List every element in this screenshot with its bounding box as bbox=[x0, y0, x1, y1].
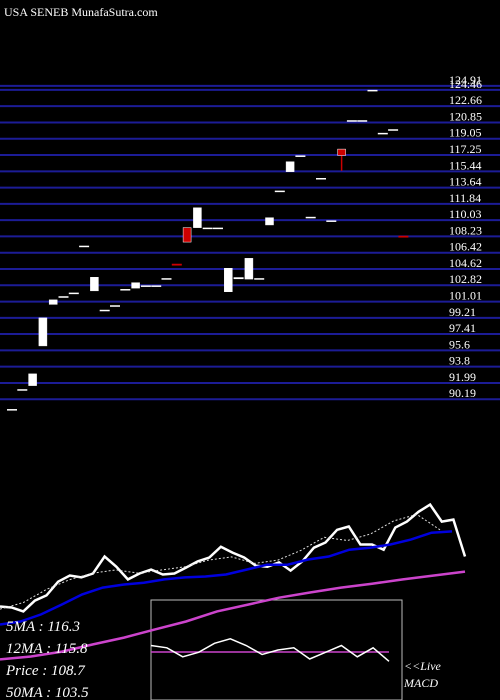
candle-body bbox=[7, 409, 17, 411]
candle-body bbox=[244, 258, 254, 280]
y-tick-label: 91.99 bbox=[449, 370, 476, 384]
candle-body bbox=[295, 155, 306, 157]
candle-body bbox=[398, 235, 409, 238]
indicator-label: 5MA : 116.3 bbox=[6, 619, 80, 635]
candle-body bbox=[326, 220, 337, 222]
y-tick-label: 90.19 bbox=[449, 386, 476, 400]
candle-body bbox=[131, 282, 140, 289]
candle-body bbox=[90, 277, 99, 292]
candle-body bbox=[193, 207, 202, 228]
candle-body bbox=[68, 292, 79, 295]
candle-body bbox=[140, 285, 151, 287]
macd-label: MACD bbox=[403, 676, 438, 690]
candle-body bbox=[357, 120, 368, 122]
candle-body bbox=[213, 227, 223, 230]
candle-body bbox=[120, 289, 131, 291]
y-tick-label: 117.25 bbox=[449, 142, 482, 156]
indicator-line bbox=[0, 570, 466, 661]
y-tick-label: 122.66 bbox=[449, 93, 482, 107]
y-tick-label: 111.84 bbox=[449, 191, 481, 205]
candle-body bbox=[285, 161, 295, 172]
y-tick-label: 97.41 bbox=[449, 321, 476, 335]
candle-body bbox=[79, 245, 90, 248]
y-tick-label: 99.21 bbox=[449, 305, 476, 319]
y-tick-label: 124.91 bbox=[449, 73, 482, 87]
candle-body bbox=[367, 89, 378, 92]
candle-body bbox=[161, 278, 172, 280]
candle-body bbox=[48, 299, 58, 305]
macd-live: <<Live bbox=[404, 659, 442, 673]
candle-body bbox=[346, 120, 357, 122]
y-tick-label: 101.01 bbox=[449, 289, 482, 303]
indicator-label: 50MA : 103.5 bbox=[6, 685, 89, 700]
candle-body bbox=[182, 227, 192, 243]
y-tick-label: 95.6 bbox=[449, 337, 470, 351]
chart-title: USA SENEB MunafaSutra.com bbox=[4, 5, 158, 19]
candle-body bbox=[316, 177, 326, 180]
candle-body bbox=[110, 305, 120, 307]
y-tick-label: 93.8 bbox=[449, 354, 470, 368]
candle-body bbox=[305, 216, 316, 219]
indicator-line bbox=[0, 502, 467, 613]
indicator-line bbox=[0, 513, 441, 610]
y-tick-label: 102.82 bbox=[449, 272, 482, 286]
y-tick-label: 104.62 bbox=[449, 256, 482, 270]
y-tick-label: 113.64 bbox=[449, 175, 482, 189]
y-tick-label: 119.05 bbox=[449, 126, 482, 140]
y-tick-label: 115.44 bbox=[449, 158, 482, 172]
macd-line bbox=[150, 638, 390, 662]
candle-body bbox=[28, 373, 37, 386]
candle-body bbox=[274, 190, 285, 193]
candle-body bbox=[254, 278, 265, 280]
candle-body bbox=[171, 263, 182, 266]
candle-body bbox=[99, 309, 110, 312]
candle-body bbox=[17, 389, 28, 391]
y-tick-label: 110.03 bbox=[449, 207, 482, 221]
candle-body bbox=[224, 268, 233, 292]
candle-body bbox=[265, 217, 274, 226]
y-tick-label: 120.85 bbox=[449, 109, 482, 123]
indicator-label: 12MA : 115.8 bbox=[6, 641, 88, 657]
y-tick-label: 106.42 bbox=[449, 240, 482, 254]
candle-body bbox=[337, 148, 346, 156]
candle-body bbox=[151, 285, 162, 287]
y-tick-label: 124.46 bbox=[449, 77, 482, 91]
candle-body bbox=[377, 132, 388, 135]
indicator-label: Price : 108.7 bbox=[5, 663, 86, 679]
candle-body bbox=[58, 296, 69, 298]
candle-body bbox=[202, 227, 213, 230]
candle-body bbox=[233, 277, 244, 280]
indicator-line bbox=[0, 530, 453, 626]
candle-body bbox=[38, 317, 48, 347]
candle-body bbox=[388, 129, 399, 131]
y-tick-label: 108.23 bbox=[449, 223, 482, 237]
